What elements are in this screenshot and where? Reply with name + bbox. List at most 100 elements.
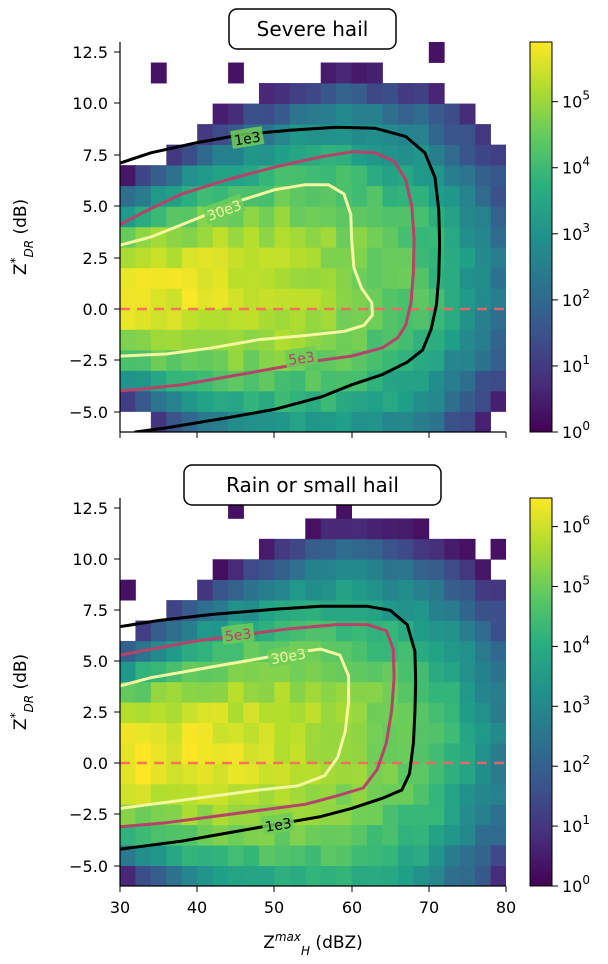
- heatmap-cell: [459, 329, 476, 351]
- heatmap-cell: [181, 640, 198, 662]
- heatmap-cell: [197, 640, 214, 662]
- heatmap-cell: [181, 824, 198, 846]
- heatmap-cell: [475, 370, 491, 392]
- heatmap-cell: [150, 62, 167, 84]
- heatmap-cell: [413, 763, 430, 785]
- heatmap-cell: [490, 783, 506, 805]
- heatmap-cell: [289, 763, 306, 785]
- heatmap-cell: [367, 559, 383, 581]
- heatmap-cell: [181, 722, 198, 744]
- heatmap-cell: [181, 763, 198, 785]
- y-tick-label: 12.5: [72, 43, 108, 62]
- heatmap-cell: [320, 538, 337, 560]
- heatmap-cell: [382, 267, 399, 289]
- heatmap-cell: [428, 559, 445, 581]
- heatmap-cell: [428, 329, 445, 351]
- heatmap-cell: [212, 845, 229, 866]
- heatmap-cell: [413, 124, 430, 146]
- heatmap-cell: [274, 681, 291, 703]
- heatmap-cell: [490, 620, 506, 642]
- heatmap-cell: [459, 783, 476, 805]
- heatmap-cell: [258, 144, 275, 166]
- heatmap-cell: [444, 702, 461, 724]
- colorbar-tick-label: 106: [562, 514, 590, 537]
- heatmap-cell: [181, 308, 198, 330]
- heatmap-cell: [181, 267, 198, 289]
- heatmap-cell: [320, 206, 337, 228]
- heatmap-cell: [351, 845, 368, 866]
- heatmap-cell: [413, 226, 430, 248]
- x-axis-ticks: [119, 432, 507, 438]
- heatmap-cell: [274, 226, 291, 248]
- colorbar-tick-label: 102: [562, 753, 590, 776]
- heatmap-cell: [150, 390, 167, 412]
- heatmap-cell: [351, 579, 368, 601]
- heatmap-cell: [181, 702, 198, 724]
- heatmap-cell: [243, 783, 260, 805]
- heatmap-cell: [336, 538, 352, 560]
- heatmap-cell: [289, 661, 306, 683]
- heatmap-cell: [490, 538, 506, 560]
- heatmap-cell: [490, 763, 506, 785]
- heatmap-cell: [336, 124, 352, 146]
- heatmap-cell: [459, 247, 476, 269]
- heatmap-cell: [274, 206, 291, 228]
- heatmap-cell: [212, 559, 229, 581]
- heatmap-cell: [150, 763, 167, 785]
- heatmap-cell: [135, 247, 152, 269]
- contour-label: 30e3: [266, 642, 310, 668]
- heatmap-cell: [490, 288, 506, 310]
- heatmap-cell: [289, 845, 306, 866]
- heatmap-cell: [444, 743, 461, 764]
- heatmap-cell: [367, 329, 383, 351]
- heatmap-cell: [444, 661, 461, 683]
- heatmap-cell: [490, 865, 506, 886]
- heatmap-cell: [243, 308, 260, 330]
- heatmap-cell: [150, 743, 167, 764]
- heatmap-cell: [228, 865, 244, 886]
- heatmap-cell: [367, 518, 383, 540]
- heatmap-cell: [351, 600, 368, 621]
- heatmap-cell: [490, 640, 506, 662]
- heatmap-cell: [274, 411, 291, 432]
- heatmap-cell: [320, 763, 337, 785]
- heatmap-cell: [274, 600, 291, 621]
- heatmap-cell: [459, 640, 476, 662]
- heatmap-cell: [228, 824, 244, 846]
- heatmap-cell: [305, 743, 322, 764]
- heatmap-cell: [243, 411, 260, 432]
- heatmap-cell: [212, 722, 229, 744]
- heatmap-cell: [135, 185, 152, 207]
- heatmap-cell: [135, 329, 152, 351]
- heatmap-cell: [490, 681, 506, 703]
- heatmap-cell: [305, 165, 322, 187]
- heatmap-cell: [305, 681, 322, 703]
- heatmap-cell: [166, 206, 183, 228]
- heatmap-cell: [166, 370, 183, 392]
- heatmap-cell: [166, 288, 183, 310]
- heatmap-cell: [228, 743, 244, 764]
- heatmap-cell: [181, 288, 198, 310]
- heatmap-cell: [459, 267, 476, 289]
- heatmap-cell: [228, 640, 244, 662]
- heatmap-cell: [135, 620, 152, 642]
- x-tick-label: 80: [496, 898, 516, 917]
- heatmap-cell: [228, 247, 244, 269]
- heatmap-cell: [444, 579, 461, 601]
- heatmap-cell: [197, 763, 214, 785]
- heatmap-cell: [459, 763, 476, 785]
- heatmap-cell: [258, 579, 275, 601]
- heatmap-cell: [490, 329, 506, 351]
- heatmap-cell: [289, 538, 306, 560]
- heatmap-cell: [336, 763, 352, 785]
- panel-title-box: Rain or small hail: [183, 464, 442, 506]
- heatmap-cell: [228, 288, 244, 310]
- heatmap-cell: [289, 206, 306, 228]
- heatmap-cell: [197, 865, 214, 886]
- heatmap-cell: [413, 579, 430, 601]
- heatmap-cell: [428, 370, 445, 392]
- heatmap-cell: [351, 824, 368, 846]
- heatmap-cell: [351, 329, 368, 351]
- heatmap-cell: [444, 783, 461, 805]
- heatmap-cell: [351, 83, 368, 104]
